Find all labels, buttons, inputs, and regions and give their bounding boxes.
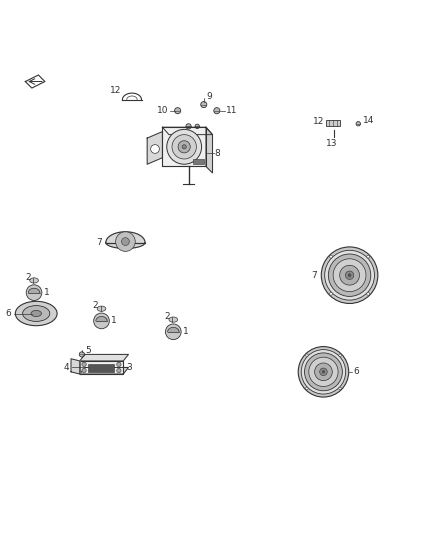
Circle shape: [314, 363, 332, 381]
Circle shape: [82, 368, 86, 373]
Ellipse shape: [169, 317, 178, 322]
Circle shape: [321, 247, 378, 303]
Circle shape: [186, 124, 191, 129]
Circle shape: [151, 144, 159, 154]
Circle shape: [304, 353, 343, 391]
Circle shape: [328, 254, 371, 296]
Circle shape: [320, 368, 327, 376]
Text: 12: 12: [110, 86, 121, 94]
Circle shape: [325, 251, 374, 300]
Circle shape: [322, 370, 325, 373]
Circle shape: [339, 265, 360, 285]
Ellipse shape: [15, 301, 57, 326]
Polygon shape: [106, 232, 145, 248]
Polygon shape: [80, 354, 128, 361]
Text: 3: 3: [127, 363, 132, 372]
Circle shape: [356, 122, 360, 126]
Circle shape: [175, 108, 181, 114]
Ellipse shape: [97, 306, 106, 311]
Circle shape: [167, 130, 201, 164]
Bar: [193, 159, 204, 164]
Text: 8: 8: [215, 149, 220, 158]
Circle shape: [339, 387, 341, 390]
Text: 7: 7: [97, 238, 102, 247]
Polygon shape: [80, 367, 128, 374]
Circle shape: [26, 285, 42, 301]
Circle shape: [121, 238, 129, 246]
Text: 4: 4: [63, 363, 69, 372]
Polygon shape: [206, 127, 212, 173]
Circle shape: [329, 293, 332, 295]
Ellipse shape: [31, 310, 42, 317]
Text: 11: 11: [226, 106, 237, 115]
Circle shape: [182, 145, 186, 149]
Text: 12: 12: [313, 117, 325, 126]
Circle shape: [117, 362, 121, 367]
Circle shape: [94, 313, 110, 329]
Polygon shape: [147, 132, 162, 164]
Circle shape: [172, 135, 196, 159]
Circle shape: [214, 108, 220, 114]
Text: 13: 13: [326, 139, 338, 148]
Text: 1: 1: [111, 317, 117, 326]
Text: 1: 1: [44, 288, 49, 297]
Circle shape: [348, 274, 351, 277]
Circle shape: [306, 354, 308, 357]
Circle shape: [117, 368, 121, 373]
Text: 14: 14: [363, 116, 374, 125]
Bar: [326, 120, 339, 126]
Polygon shape: [71, 359, 80, 374]
Text: 10: 10: [157, 106, 169, 115]
Circle shape: [178, 141, 190, 153]
Circle shape: [367, 293, 370, 295]
Circle shape: [306, 387, 308, 390]
Circle shape: [201, 102, 207, 108]
Ellipse shape: [30, 278, 39, 283]
Polygon shape: [162, 127, 206, 166]
Circle shape: [345, 271, 354, 279]
Circle shape: [79, 352, 85, 357]
Circle shape: [195, 124, 199, 128]
Circle shape: [367, 255, 370, 258]
Circle shape: [166, 324, 181, 340]
Text: 5: 5: [85, 345, 91, 354]
Circle shape: [301, 350, 346, 394]
Polygon shape: [162, 127, 212, 135]
Circle shape: [339, 354, 341, 357]
Text: 9: 9: [206, 92, 212, 101]
Text: 2: 2: [92, 301, 98, 310]
Circle shape: [333, 259, 366, 292]
Polygon shape: [80, 361, 123, 374]
Text: 2: 2: [25, 273, 31, 282]
Circle shape: [329, 255, 332, 258]
Circle shape: [298, 346, 349, 397]
Text: 2: 2: [164, 312, 170, 321]
Bar: [88, 364, 114, 372]
Circle shape: [116, 232, 135, 252]
Text: 6: 6: [5, 309, 11, 318]
Text: 6: 6: [353, 367, 359, 376]
Circle shape: [309, 357, 338, 386]
Text: 7: 7: [311, 271, 317, 280]
Text: 1: 1: [183, 327, 189, 336]
Circle shape: [82, 362, 86, 367]
Ellipse shape: [23, 305, 50, 321]
